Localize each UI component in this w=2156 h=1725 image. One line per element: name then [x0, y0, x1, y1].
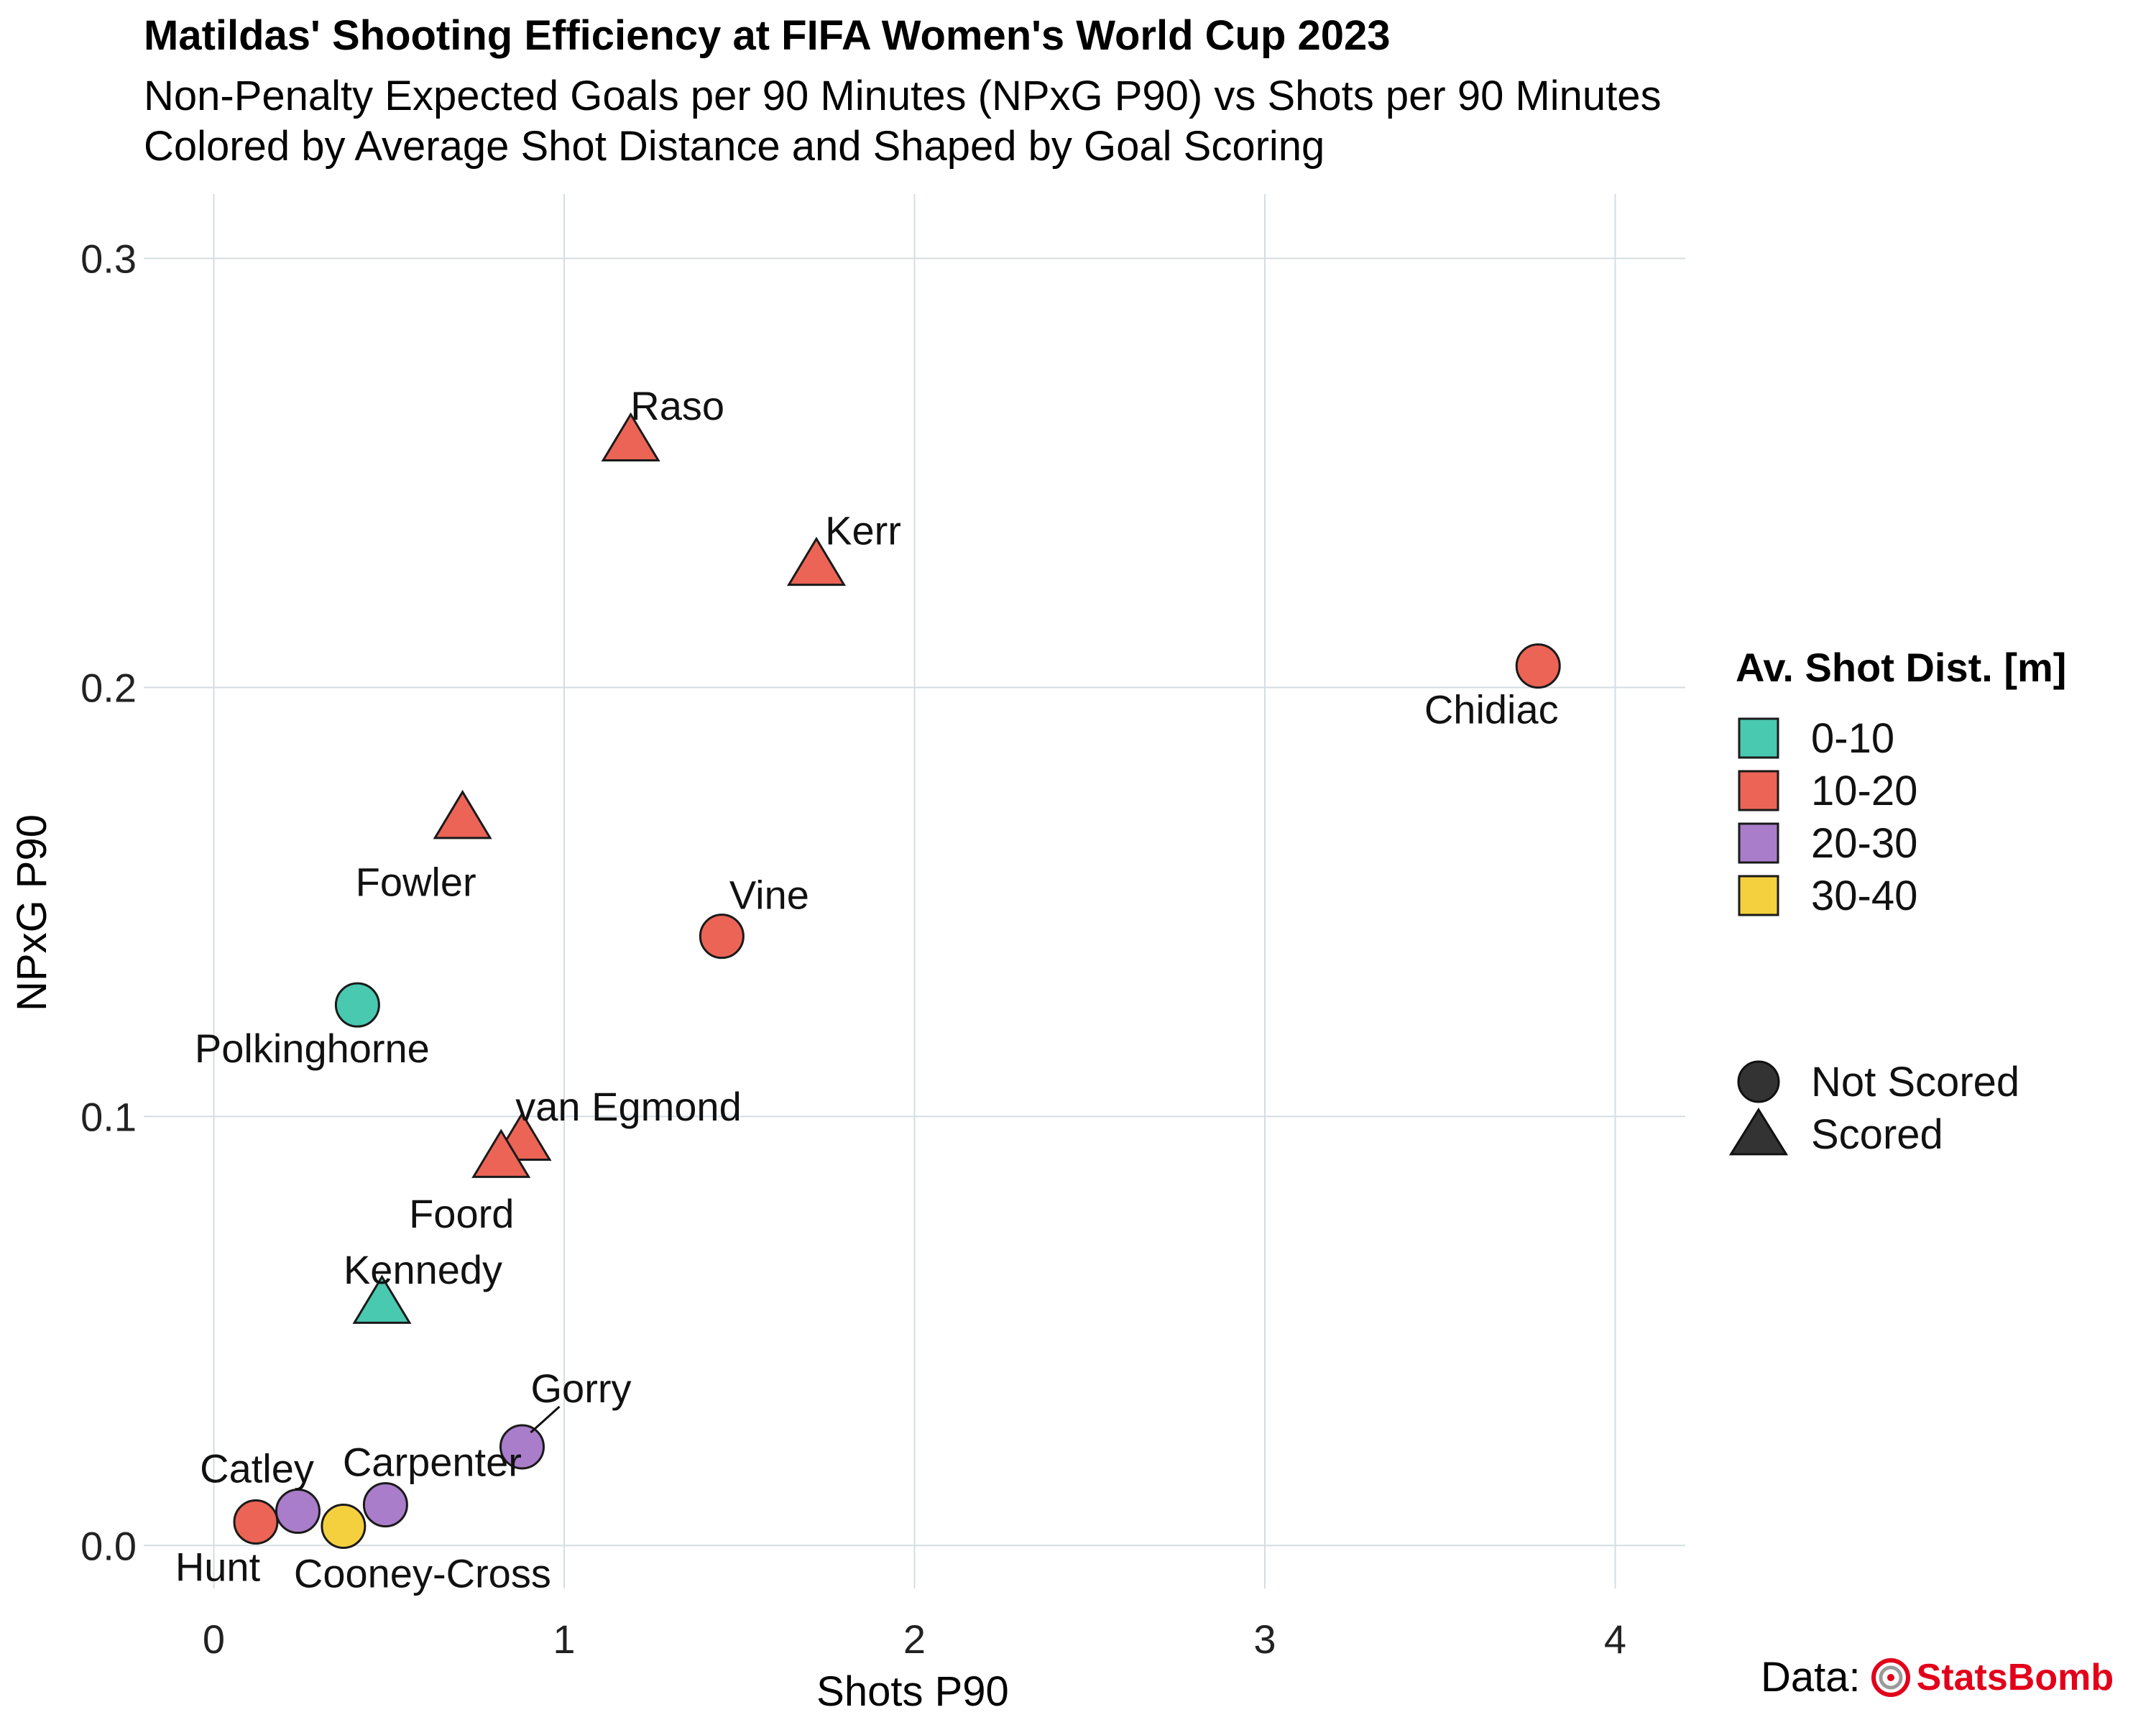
- legend-label-10-20: 10-20: [1811, 768, 1917, 814]
- legend-shape-triangle: [1728, 1108, 1789, 1156]
- y-axis-label: NPxG P90: [9, 814, 55, 1011]
- label-kennedy: Kennedy: [344, 1247, 502, 1292]
- point-chidiac: [1515, 643, 1561, 689]
- label-foord: Foord: [409, 1191, 514, 1236]
- label-van-egmond: van Egmond: [515, 1084, 741, 1129]
- label-chidiac: Chidiac: [1424, 687, 1559, 732]
- label-cooney-cross: Cooney-Cross: [294, 1550, 551, 1596]
- chart-title: Matildas' Shooting Efficiency at FIFA Wo…: [144, 12, 1391, 59]
- grid-lines: [144, 194, 1685, 1588]
- legend-swatch-20-30: [1738, 822, 1779, 864]
- data-points: [233, 412, 1561, 1549]
- point-kennedy: [352, 1274, 412, 1324]
- x-axis-label: Shots P90: [816, 1668, 1009, 1715]
- x-tick-label: 1: [553, 1616, 575, 1662]
- point-labels: Raso Kerr Chidiac Fowler Vine Polkinghorne van…: [175, 383, 1559, 1596]
- legend-swatch-30-40: [1738, 875, 1779, 916]
- legend-label-20-30: 20-30: [1811, 820, 1917, 867]
- label-carpenter: Carpenter: [343, 1440, 522, 1485]
- point-foord: [471, 1128, 531, 1178]
- point-catley: [275, 1489, 321, 1535]
- label-catley: Catley: [200, 1446, 314, 1491]
- x-tick-label: 2: [903, 1616, 926, 1662]
- point-raso: [601, 412, 660, 462]
- data-source-brand: StatsBomb: [1916, 1656, 2114, 1698]
- x-tick-label: 4: [1604, 1616, 1626, 1662]
- legend-label-30-40: 30-40: [1811, 873, 1917, 919]
- legend-label-circle: Not Scored: [1811, 1059, 2019, 1105]
- y-tick-label: 0.0: [80, 1523, 137, 1568]
- label-kerr: Kerr: [825, 507, 901, 553]
- data-source-prefix: Data:: [1761, 1654, 1861, 1701]
- label-fowler: Fowler: [356, 860, 476, 905]
- x-tick-label: 0: [203, 1616, 225, 1662]
- legend-swatch-10-20: [1738, 770, 1779, 811]
- legend-label-triangle: Scored: [1811, 1111, 1943, 1158]
- point-hunt: [233, 1499, 279, 1545]
- point-gorry: [499, 1424, 545, 1470]
- label-vine: Vine: [729, 873, 809, 918]
- label-hunt: Hunt: [175, 1544, 261, 1589]
- legend-label-0-10: 0-10: [1811, 715, 1894, 762]
- label-polkinghorne: Polkinghorne: [195, 1026, 430, 1071]
- x-tick-label: 3: [1253, 1616, 1276, 1662]
- point-carpenter: [362, 1482, 408, 1528]
- legend-shape-circle: [1737, 1060, 1780, 1103]
- label-raso: Raso: [630, 383, 724, 428]
- gorry-leader-line: [530, 1405, 561, 1434]
- point-fowler: [433, 789, 492, 840]
- legend-swatch-0-10: [1738, 717, 1779, 759]
- y-tick-label: 0.1: [80, 1094, 137, 1139]
- axes: Shots P90 NPxG P90 0 1 2 3 4 0.0 0.1 0.2 0.3: [9, 236, 1626, 1715]
- chart-subtitle-line-1: Non-Penalty Expected Goals per 90 Minute…: [144, 73, 1662, 119]
- statsbomb-logo-icon: [1871, 1657, 1910, 1697]
- y-tick-label: 0.2: [80, 665, 137, 710]
- point-vine: [699, 914, 745, 960]
- point-kerr: [786, 536, 847, 586]
- label-gorry: Gorry: [531, 1366, 632, 1411]
- y-tick-label: 0.3: [80, 236, 137, 282]
- color-legend-title: Av. Shot Dist. [m]: [1736, 645, 2066, 690]
- chart-subtitle-line-2: Colored by Average Shot Distance and Sha…: [144, 123, 1325, 170]
- legend: Av. Shot Dist. [m] 0-10 10-20 20-30 30-40 No…: [1728, 645, 2066, 1158]
- point-polkinghorne: [334, 982, 380, 1028]
- data-source: Data: StatsBomb: [1761, 1653, 2114, 1701]
- point-cooney-cross: [321, 1503, 367, 1549]
